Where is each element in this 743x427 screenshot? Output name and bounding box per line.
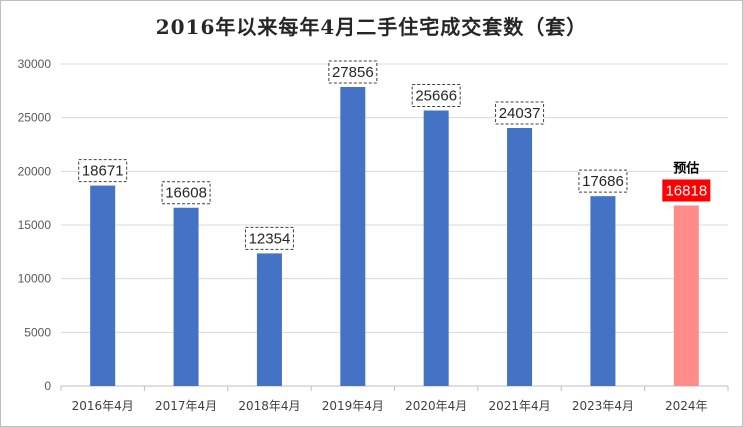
data-label-box [78,159,128,183]
data-label-box [161,181,211,205]
y-tick-label: 0 [44,379,51,393]
data-label: 25666 [415,88,457,105]
data-label: 12354 [249,230,291,247]
data-label-box [411,84,461,108]
x-tick-label: 2016年4月 [72,399,134,413]
bar [590,196,616,386]
y-tick-label: 20000 [18,164,52,178]
x-tick-label: 2023年4月 [572,399,634,413]
bar [90,185,116,386]
y-tick-label: 30000 [18,57,52,71]
data-label: 27856 [332,64,374,81]
x-tick-label: 2024年 [665,399,708,413]
data-label-box [244,226,294,250]
bar [173,207,199,386]
x-tick-label: 2018年4月 [238,399,300,413]
data-label: 16818 [665,182,707,199]
x-tick-label: 2017年4月 [155,399,217,413]
data-label: 16608 [165,185,207,202]
bar [423,110,449,387]
x-tick-label: 2019年4月 [322,399,384,413]
bar [507,128,533,386]
data-label-box [662,179,711,202]
data-label-box [578,169,628,193]
y-tick-label: 10000 [18,272,52,286]
data-label-box [328,60,378,84]
y-tick-label: 5000 [24,325,51,339]
data-label-box [495,101,545,125]
y-tick-label: 15000 [18,218,52,232]
x-tick-label: 2020年4月 [405,399,467,413]
bar [256,253,282,386]
bar [340,87,366,386]
y-tick-label: 25000 [18,111,52,125]
forecast-note: 预估 [673,160,699,176]
bar [673,205,699,386]
data-label: 17686 [582,173,624,190]
data-label: 24037 [499,105,541,122]
x-tick-label: 2021年4月 [488,399,550,413]
chart-title: 2016年以来每年4月二手住宅成交套数（套） [155,15,588,39]
data-label: 18671 [82,163,124,180]
